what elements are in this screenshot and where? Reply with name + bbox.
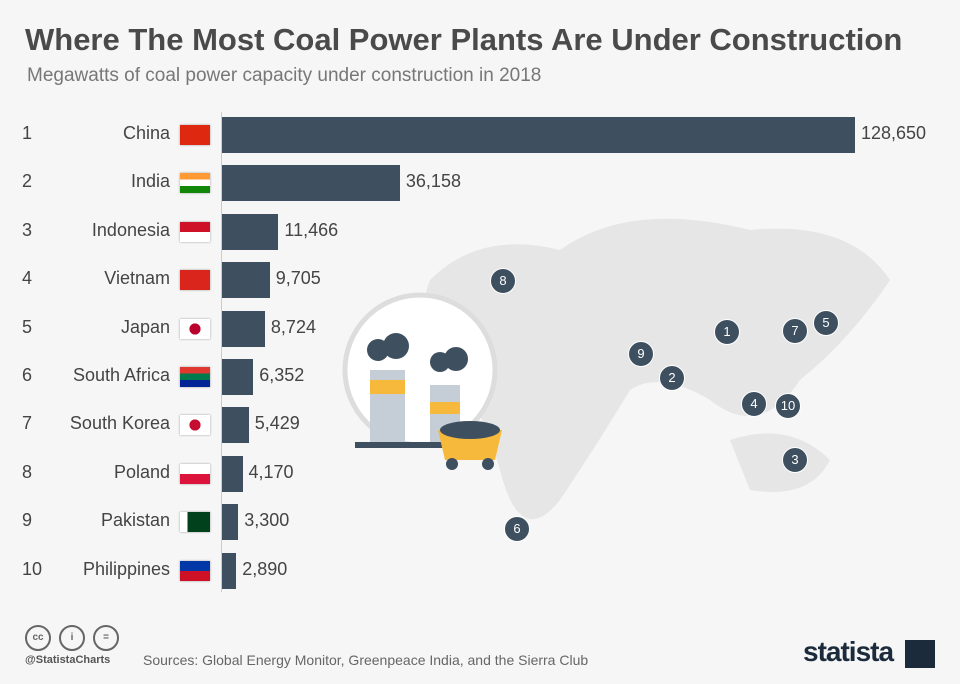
bar (222, 455, 243, 492)
category-label: India (130, 171, 170, 192)
category-label: Japan (120, 316, 170, 337)
flag-icon (180, 463, 210, 484)
category-label: Philippines (82, 558, 170, 579)
category-label: Vietnam (104, 268, 170, 289)
rank-label: 7 (22, 413, 33, 434)
value-label: 128,650 (861, 123, 927, 143)
y-axis-line (221, 112, 222, 592)
chart-title: Where The Most Coal Power Plants Are Und… (25, 22, 903, 57)
attribution-icon: i (59, 625, 85, 651)
map-marker: 6 (504, 516, 530, 542)
map-marker: 10 (775, 393, 801, 419)
flag-icon (180, 270, 210, 291)
value-label: 8,724 (270, 316, 316, 337)
value-label: 36,158 (405, 171, 461, 192)
value-label: 9,705 (275, 268, 321, 289)
bar (222, 407, 249, 444)
flag-icon (180, 173, 210, 194)
bar (222, 117, 855, 153)
flag-icon (180, 318, 210, 339)
rank-label: 4 (22, 268, 33, 289)
flag-icon (180, 125, 210, 145)
flag-icon (180, 221, 210, 242)
value-label: 11,466 (284, 219, 339, 240)
category-label: China (122, 123, 170, 143)
category-label: South Africa (72, 365, 170, 385)
bar (222, 262, 270, 299)
map-marker: 2 (659, 365, 685, 391)
world-map-background (342, 218, 890, 520)
statista-logo: statista (803, 636, 894, 667)
rank-label: 6 (22, 365, 33, 385)
rank-label: 1 (22, 123, 33, 143)
rank-label: 2 (22, 171, 33, 192)
map-marker: 4 (741, 391, 767, 417)
statista-logo-mark (905, 640, 935, 668)
rank-label: 3 (22, 219, 33, 240)
rank-label: 5 (22, 316, 33, 337)
flag-icon (180, 367, 210, 387)
category-label: Poland (113, 461, 170, 482)
twitter-handle: @StatistaCharts (25, 654, 111, 666)
map-marker: 5 (813, 310, 839, 336)
map-marker: 9 (628, 341, 654, 367)
bar (222, 213, 279, 250)
chart-subtitle: Megawatts of coal power capacity under c… (27, 65, 542, 86)
bar (222, 165, 400, 202)
map-marker: 1 (714, 319, 740, 345)
bar (222, 552, 237, 589)
rank-label: 10 (22, 558, 43, 579)
cc-icon: cc (25, 625, 51, 651)
bar (222, 310, 265, 347)
value-label: 5,429 (254, 413, 300, 434)
value-label: 6,352 (259, 365, 305, 385)
sources: Sources: Global Energy Monitor, Greenpea… (143, 652, 589, 668)
bar (222, 359, 254, 395)
value-label: 2,890 (242, 558, 288, 579)
rank-label: 9 (22, 510, 33, 531)
no-derivatives-icon: = (93, 625, 119, 651)
map-marker: 8 (490, 268, 516, 294)
value-label: 4,170 (248, 461, 294, 482)
map-marker: 3 (782, 447, 808, 473)
category-label: South Korea (69, 413, 170, 434)
flag-icon (180, 415, 210, 436)
rank-label: 8 (22, 461, 33, 482)
value-label: 3,300 (244, 510, 290, 531)
map-marker: 7 (782, 318, 808, 344)
flag-icon (180, 512, 210, 533)
flag-icon (180, 560, 210, 581)
category-label: Pakistan (100, 510, 170, 531)
bar (222, 504, 239, 541)
category-label: Indonesia (91, 219, 170, 240)
